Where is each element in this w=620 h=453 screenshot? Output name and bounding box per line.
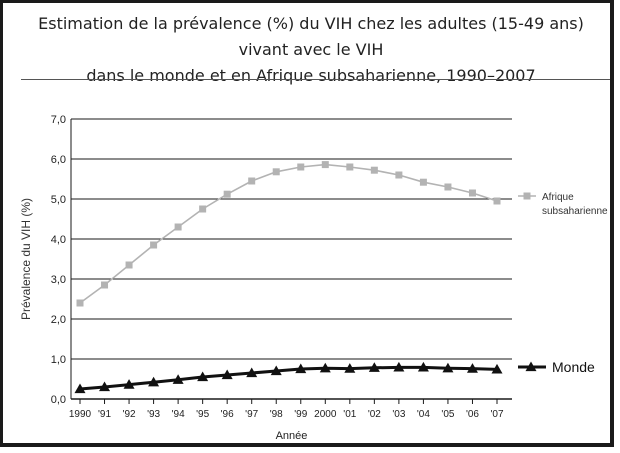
data-point-triangle (368, 362, 380, 372)
x-tick-label: '02 (368, 409, 381, 420)
data-point-square (444, 183, 452, 191)
y-tick-label: 1,0 (51, 354, 66, 366)
data-point-triangle (319, 362, 331, 373)
data-point-square (150, 241, 158, 249)
x-tick-label: '05 (441, 409, 454, 420)
data-point-square (174, 223, 182, 231)
data-point-triangle (491, 363, 503, 374)
series-line-1 (79, 365, 498, 391)
y-tick-label: 5,0 (51, 194, 66, 206)
x-tick-label: 1990 (69, 409, 92, 420)
x-tick-label: '03 (392, 409, 405, 420)
y-tick-label: 6,0 (51, 154, 66, 166)
data-point-triangle (99, 381, 111, 392)
data-point-square (101, 281, 109, 289)
data-point-triangle (123, 379, 135, 389)
y-tick-label: 0,0 (51, 394, 66, 406)
legend-marker-triangle (525, 361, 537, 372)
y-axis-title: Prévalence du VIH (%) (19, 198, 33, 320)
y-tick-label: 2,0 (51, 314, 66, 326)
legend-label: Afrique (542, 192, 574, 203)
data-point-square (199, 205, 207, 213)
data-point-triangle (442, 362, 454, 373)
legend-label: subsaharienne (542, 206, 608, 217)
x-tick-label: '92 (123, 409, 136, 420)
x-tick-label: '93 (147, 409, 160, 420)
data-point-square (419, 178, 427, 186)
data-point-triangle (417, 361, 429, 372)
data-point-triangle (270, 365, 282, 376)
data-point-triangle (197, 371, 209, 382)
data-point-square (272, 168, 280, 176)
chart-title-line-2: dans le monde et en Afrique subsaharienn… (86, 66, 536, 85)
y-tick-label: 7,0 (51, 114, 66, 126)
x-tick-label: '01 (343, 409, 356, 420)
data-point-square (248, 177, 256, 185)
data-point-triangle (393, 361, 405, 372)
x-axis-title: Année (276, 430, 308, 442)
x-tick-label: '99 (294, 409, 307, 420)
data-point-triangle (295, 363, 307, 374)
data-point-triangle (172, 374, 184, 384)
data-point-square (468, 189, 476, 197)
chart-frame: Estimation de la prévalence (%) du VIH c… (0, 0, 614, 447)
data-point-triangle (148, 376, 160, 387)
series-line-0 (79, 163, 498, 304)
x-tick-label: '04 (417, 409, 430, 420)
x-tick-label: '98 (270, 409, 283, 420)
y-tick-label: 3,0 (51, 274, 66, 286)
data-point-square (370, 166, 378, 174)
x-tick-label: 2000 (314, 409, 337, 420)
data-point-square (125, 261, 133, 269)
title-divider (21, 79, 610, 80)
y-tick-label: 4,0 (51, 234, 66, 246)
data-point-square (493, 197, 501, 205)
data-point-triangle (466, 363, 478, 373)
data-point-square (346, 163, 354, 171)
x-tick-label: '97 (245, 409, 258, 420)
x-tick-label: '96 (221, 409, 234, 420)
data-point-square (395, 171, 403, 179)
legend-marker-square (523, 192, 531, 200)
chart-title: Estimation de la prévalence (%) du VIH c… (13, 11, 609, 89)
x-tick-label: '06 (466, 409, 479, 420)
x-tick-label: '07 (490, 409, 503, 420)
data-point-square (321, 161, 329, 169)
data-point-triangle (221, 369, 233, 380)
chart-title-line-1: Estimation de la prévalence (%) du VIH c… (38, 14, 584, 59)
x-tick-label: '91 (98, 409, 111, 420)
data-point-square (223, 190, 231, 198)
legend-label: Monde (552, 359, 595, 375)
x-tick-label: '95 (196, 409, 209, 420)
data-point-square (76, 299, 84, 307)
data-point-triangle (74, 383, 86, 394)
data-point-square (297, 163, 305, 171)
data-point-triangle (246, 367, 258, 378)
data-point-triangle (344, 363, 356, 373)
x-tick-label: '94 (172, 409, 185, 420)
